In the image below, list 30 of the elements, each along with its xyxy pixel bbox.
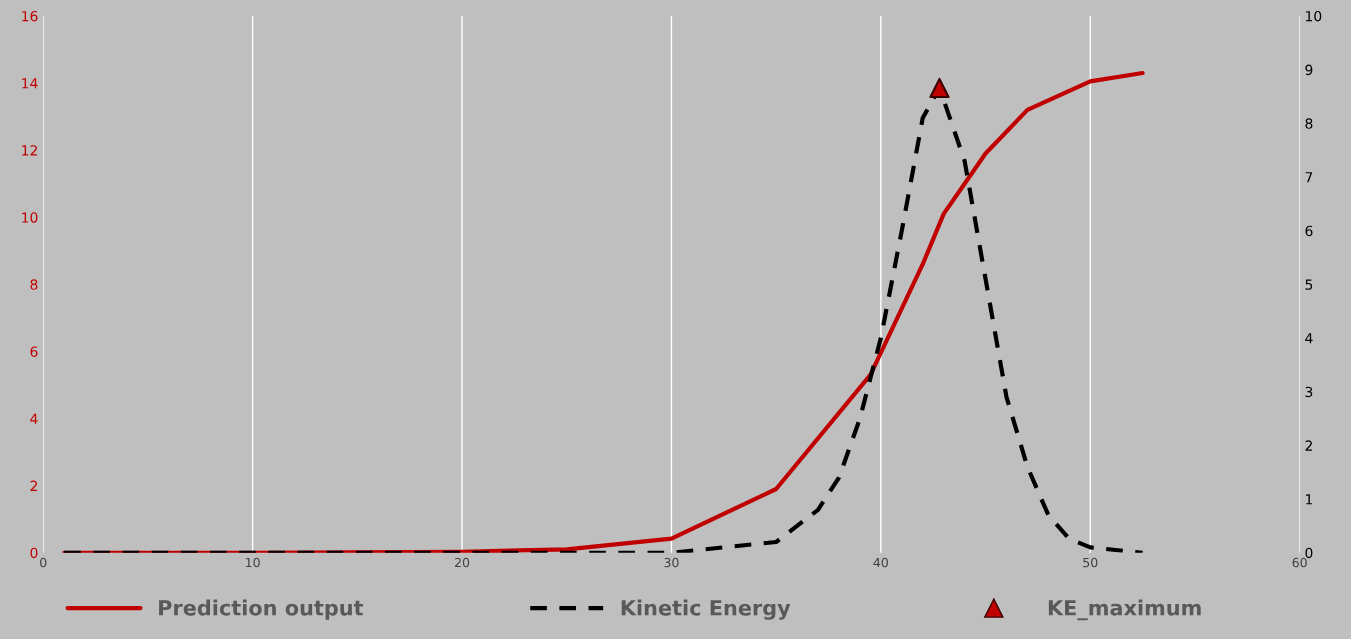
y2-tick-label: 9 — [1305, 64, 1313, 76]
y2-tick-label: 8 — [1305, 118, 1313, 129]
legend-label: Prediction output — [159, 599, 364, 620]
y-tick-label: 0 — [30, 547, 38, 559]
y-tick-label: 14 — [22, 78, 38, 89]
y2-tick-label: 3 — [1305, 386, 1313, 398]
x-tick-label: 30 — [664, 557, 679, 568]
legend-label: Kinetic Energy — [621, 599, 791, 620]
y2-tick-label: 5 — [1305, 279, 1313, 290]
x-tick-label: 10 — [246, 557, 260, 568]
legend-label: KE_maximum — [1048, 599, 1201, 621]
x-tick-label: 20 — [455, 557, 470, 568]
y-tick-label: 6 — [30, 346, 38, 357]
y2-tick-label: 10 — [1306, 10, 1322, 22]
y-tick-label: 2 — [30, 480, 37, 491]
y-tick-label: 12 — [22, 145, 37, 156]
x-tick-label: 60 — [1292, 557, 1307, 568]
y2-tick-label: 7 — [1305, 172, 1313, 183]
y-tick-label: 10 — [22, 212, 38, 223]
y-tick-label: 16 — [22, 10, 38, 22]
y2-tick-label: 6 — [1305, 225, 1313, 237]
y2-tick-label: 1 — [1306, 494, 1313, 505]
y2-tick-label: 2 — [1305, 440, 1312, 451]
y2-tick-label: 4 — [1305, 333, 1313, 344]
x-tick-label: 40 — [873, 557, 888, 568]
x-tick-label: 50 — [1083, 557, 1098, 568]
y2-tick-label: 0 — [1305, 547, 1313, 559]
y-tick-label: 4 — [30, 413, 38, 424]
y-tick-label: 8 — [30, 279, 38, 290]
x-tick-label: 0 — [40, 557, 47, 568]
